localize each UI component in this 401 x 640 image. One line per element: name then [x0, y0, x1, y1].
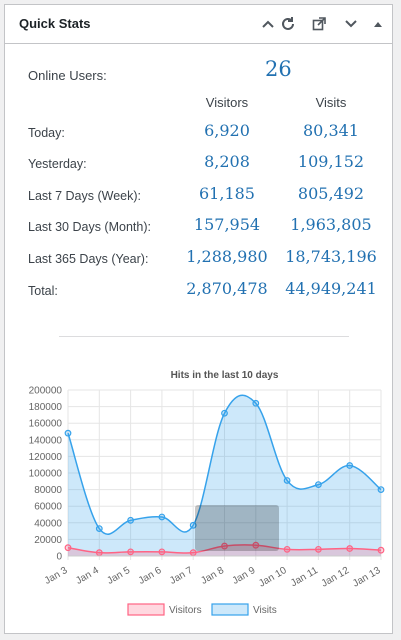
visits-point — [127, 516, 134, 524]
refresh-icon[interactable] — [277, 13, 299, 35]
visits-point — [189, 521, 197, 529]
visits-point — [283, 477, 291, 484]
visitors-area — [68, 544, 381, 556]
visitors-column-header: Visitors — [205, 95, 249, 110]
visitors-point — [64, 544, 72, 552]
visits-point — [315, 481, 322, 489]
external-link-icon[interactable] — [308, 13, 330, 35]
x-tick-label: Jan 13 — [351, 565, 383, 590]
visits-point — [221, 409, 228, 417]
row-visitors-value: 2,870,478 — [186, 279, 268, 298]
visitors-point — [252, 541, 260, 549]
x-tick-label: Jan 4 — [74, 565, 101, 587]
divider — [59, 336, 349, 337]
x-tick-label: Jan 5 — [105, 565, 132, 587]
x-tick-label: Jan 10 — [257, 565, 289, 590]
row-visits-value: 80,341 — [303, 121, 359, 140]
visitors-point — [189, 549, 197, 557]
visitors-point — [95, 549, 103, 557]
y-tick-label: 0 — [56, 552, 62, 563]
visitors-legend-swatch — [127, 603, 165, 616]
chevron-up-icon[interactable] — [257, 13, 279, 35]
visitors-point — [346, 545, 354, 552]
chart-title: Hits in the last 10 days — [171, 370, 279, 381]
visits-point — [377, 486, 385, 494]
x-tick-label: Jan 3 — [43, 565, 70, 587]
row-visitors-value: 6,920 — [204, 121, 250, 140]
visitors-point — [127, 548, 134, 556]
x-tick-label: Jan 7 — [168, 565, 195, 587]
visits-point — [252, 399, 260, 407]
triangle-up-icon[interactable] — [367, 13, 389, 35]
row-label: Last 30 Days (Month): — [28, 220, 151, 234]
y-tick-label: 200000 — [29, 386, 63, 397]
x-tick-label: Jan 8 — [199, 565, 226, 587]
hits-chart: Hits in the last 10 days 0 20000 40000 60000… — [29, 370, 385, 616]
row-visitors-value: 61,185 — [199, 184, 255, 203]
x-tick-label: Jan 6 — [137, 565, 164, 587]
visitors-legend-label: Visitors — [169, 605, 202, 616]
row-visits-value: 44,949,241 — [285, 279, 377, 298]
visits-legend-label: Visits — [253, 605, 277, 616]
visitors-line — [67, 544, 382, 554]
visits-area — [68, 395, 381, 556]
x-tick-label: Jan 11 — [289, 565, 320, 589]
y-tick-label: 40000 — [34, 518, 62, 529]
row-visitors-value: 157,954 — [193, 215, 261, 234]
visitors-point — [283, 545, 291, 553]
row-visits-value: 805,492 — [297, 184, 365, 203]
visitors-point — [315, 545, 322, 553]
online-users-value: 26 — [265, 57, 292, 81]
row-label: Last 7 Days (Week): — [28, 189, 142, 203]
tooltip-box — [195, 505, 279, 551]
row-visits-value: 109,152 — [297, 152, 365, 171]
y-tick-label: 100000 — [29, 469, 63, 480]
widget-header: Quick Stats — [5, 5, 392, 44]
visits-column-header: Visits — [315, 95, 347, 110]
row-label: Last 365 Days (Year): — [28, 252, 149, 266]
quick-stats-widget: Quick Stats Online Users: 26 Visitors Vi… — [4, 4, 393, 634]
widget-title: Quick Stats — [19, 16, 91, 31]
visits-point — [346, 462, 354, 469]
row-visitors-value: 8,208 — [204, 152, 250, 171]
visits-line — [67, 394, 382, 535]
row-visits-value: 18,743,196 — [285, 247, 377, 266]
x-tick-label: Jan 9 — [231, 565, 258, 587]
y-tick-label: 60000 — [34, 502, 62, 513]
online-users-label: Online Users: — [28, 68, 107, 83]
y-tick-label: 140000 — [29, 435, 63, 446]
visitors-point — [158, 548, 166, 556]
visits-point — [158, 513, 166, 521]
row-label: Today: — [28, 126, 65, 140]
row-label: Yesterday: — [28, 157, 87, 171]
visitors-point — [221, 542, 228, 550]
row-visitors-value: 1,288,980 — [186, 247, 268, 266]
y-tick-label: 120000 — [29, 452, 63, 463]
x-tick-label: Jan 12 — [320, 565, 352, 590]
y-tick-label: 160000 — [29, 419, 63, 430]
chevron-down-icon[interactable] — [340, 13, 362, 35]
visits-point — [95, 525, 103, 533]
y-tick-label: 180000 — [29, 402, 63, 413]
row-visits-value: 1,963,805 — [290, 215, 372, 234]
visits-legend-swatch — [211, 603, 249, 616]
y-tick-label: 20000 — [34, 535, 62, 546]
y-tick-label: 80000 — [34, 485, 62, 496]
visitors-point — [377, 546, 385, 554]
row-label: Total: — [28, 284, 58, 298]
visits-point — [64, 429, 72, 437]
